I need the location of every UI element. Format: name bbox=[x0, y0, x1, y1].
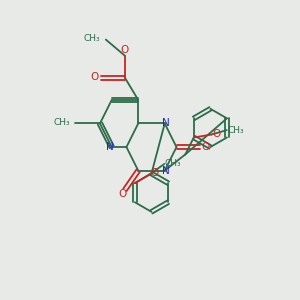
Text: O: O bbox=[121, 46, 129, 56]
Text: O: O bbox=[118, 189, 126, 199]
Text: O: O bbox=[91, 72, 99, 82]
Text: CH₃: CH₃ bbox=[165, 160, 181, 169]
Text: N: N bbox=[106, 142, 114, 152]
Text: CH₃: CH₃ bbox=[227, 126, 244, 135]
Text: N: N bbox=[162, 118, 170, 128]
Text: CH₃: CH₃ bbox=[54, 118, 70, 127]
Text: O: O bbox=[202, 142, 210, 152]
Text: N: N bbox=[162, 166, 170, 176]
Text: CH₃: CH₃ bbox=[83, 34, 100, 43]
Text: O: O bbox=[151, 168, 159, 178]
Text: O: O bbox=[213, 129, 221, 139]
